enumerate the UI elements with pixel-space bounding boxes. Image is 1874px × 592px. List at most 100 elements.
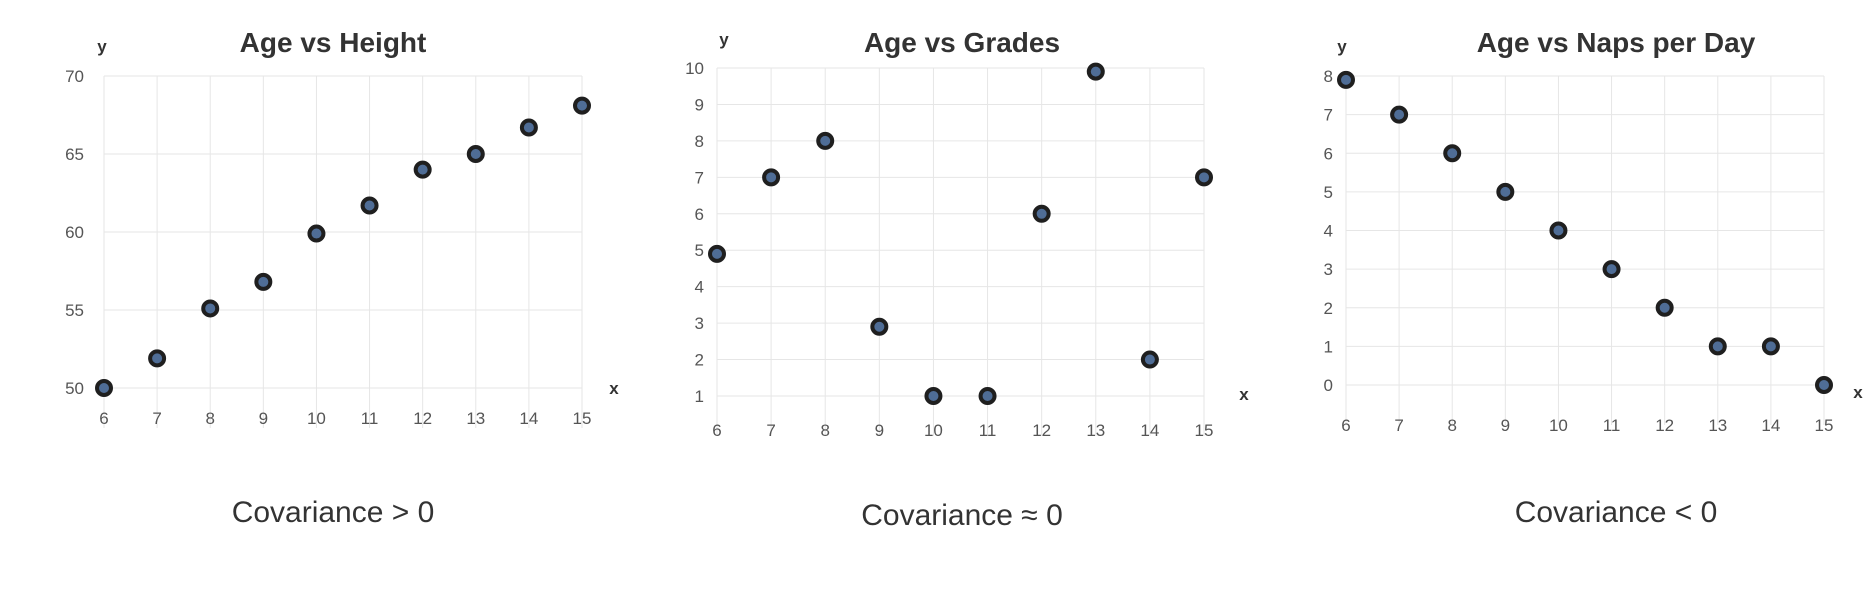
y-tick-label: 6: [1324, 144, 1333, 163]
y-axis-label: y: [1337, 37, 1347, 56]
x-tick-label: 15: [573, 409, 592, 428]
data-point: [1140, 350, 1159, 369]
data-point: [1337, 70, 1355, 89]
data-point: [95, 379, 113, 397]
data-point: [1815, 376, 1833, 394]
x-tick-label: 13: [1708, 416, 1727, 435]
x-tick-label: 9: [259, 409, 268, 428]
covariance-caption: Covariance ≈ 0: [861, 499, 1063, 532]
data-point: [307, 224, 326, 243]
data-point: [1602, 260, 1621, 279]
y-tick-label: 7: [695, 168, 704, 187]
y-tick-label: 7: [1324, 106, 1333, 125]
x-tick-label: 12: [1032, 421, 1051, 440]
chart-title: Age vs Naps per Day: [1477, 27, 1756, 58]
data-point: [1549, 221, 1568, 240]
data-point: [870, 317, 889, 336]
y-tick-label: 4: [1324, 222, 1333, 241]
x-tick-label: 12: [413, 409, 432, 428]
chart-panel-1: Age vs Height y x 6 7 8 9 10 11 12 13 14 15 50 55 60 65 7…: [65, 27, 619, 529]
chart-title: Age vs Grades: [864, 27, 1060, 58]
data-point: [762, 168, 781, 187]
data-point: [924, 387, 943, 405]
data-point: [519, 118, 538, 137]
x-tick-label: 10: [307, 409, 326, 428]
x-tick-label: 13: [466, 409, 485, 428]
y-tick-label: 4: [695, 278, 704, 297]
x-tick-label: 9: [875, 421, 884, 440]
x-tick-label: 11: [361, 409, 379, 428]
data-point: [1708, 337, 1727, 356]
x-tick-label: 7: [766, 421, 775, 440]
y-tick-label: 5: [1324, 183, 1333, 202]
x-tick-label: 14: [1140, 421, 1159, 440]
data-point: [1032, 204, 1051, 223]
y-tick-label: 3: [695, 314, 704, 333]
y-axis-label: y: [97, 37, 107, 56]
y-tick-label: 1: [695, 387, 704, 406]
data-point: [413, 160, 432, 179]
y-tick-label: 10: [685, 59, 704, 78]
x-tick-label: 8: [1447, 416, 1456, 435]
data-point: [466, 145, 485, 163]
x-tick-label: 10: [924, 421, 943, 440]
y-tick-label: 3: [1324, 260, 1333, 279]
covariance-caption: Covariance > 0: [232, 496, 435, 529]
x-tick-label: 15: [1195, 421, 1214, 440]
data-point: [816, 131, 835, 150]
x-tick-label: 6: [712, 421, 721, 440]
x-tick-label: 11: [1603, 416, 1621, 435]
x-tick-label: 13: [1086, 421, 1105, 440]
x-tick-label: 8: [205, 409, 214, 428]
data-point: [708, 244, 726, 263]
x-axis-label: x: [609, 379, 619, 398]
x-tick-label: 14: [1761, 416, 1780, 435]
y-tick-label: 2: [1324, 299, 1333, 318]
data-point: [254, 272, 273, 291]
y-tick-label: 65: [65, 145, 84, 164]
x-tick-label: 8: [820, 421, 829, 440]
x-axis-label: x: [1853, 383, 1863, 402]
data-point: [1390, 105, 1409, 124]
y-tick-label: 8: [695, 132, 704, 151]
data-point: [1443, 144, 1462, 163]
data-point: [1195, 168, 1213, 187]
y-tick-label: 70: [65, 67, 84, 86]
y-tick-label: 60: [65, 223, 84, 242]
x-tick-label: 6: [1341, 416, 1350, 435]
y-tick-label: 0: [1324, 376, 1333, 395]
y-tick-label: 55: [65, 301, 84, 320]
data-point: [201, 299, 220, 318]
x-axis-label: x: [1239, 385, 1249, 404]
y-tick-label: 9: [695, 95, 704, 114]
y-tick-label: 1: [1324, 337, 1333, 356]
y-tick-label: 5: [695, 241, 704, 260]
x-tick-label: 7: [152, 409, 161, 428]
x-tick-label: 11: [979, 421, 997, 440]
y-tick-label: 6: [695, 205, 704, 224]
x-tick-label: 10: [1549, 416, 1568, 435]
data-point: [1496, 182, 1515, 201]
x-tick-label: 6: [99, 409, 108, 428]
y-axis-label: y: [719, 30, 729, 49]
chart-title: Age vs Height: [240, 27, 427, 58]
y-tick-label: 8: [1324, 67, 1333, 86]
x-tick-label: 14: [519, 409, 538, 428]
data-point: [1761, 337, 1780, 356]
x-tick-label: 15: [1815, 416, 1834, 435]
data-point: [1655, 298, 1674, 317]
x-tick-label: 12: [1655, 416, 1674, 435]
data-point: [1086, 62, 1105, 81]
data-point: [978, 387, 997, 405]
data-point: [148, 349, 167, 368]
data-point: [360, 196, 379, 215]
covariance-caption: Covariance < 0: [1515, 496, 1718, 529]
x-tick-label: 7: [1394, 416, 1403, 435]
y-tick-label: 2: [695, 351, 704, 370]
y-tick-label: 50: [65, 379, 84, 398]
x-tick-label: 9: [1501, 416, 1510, 435]
data-point: [573, 96, 591, 115]
